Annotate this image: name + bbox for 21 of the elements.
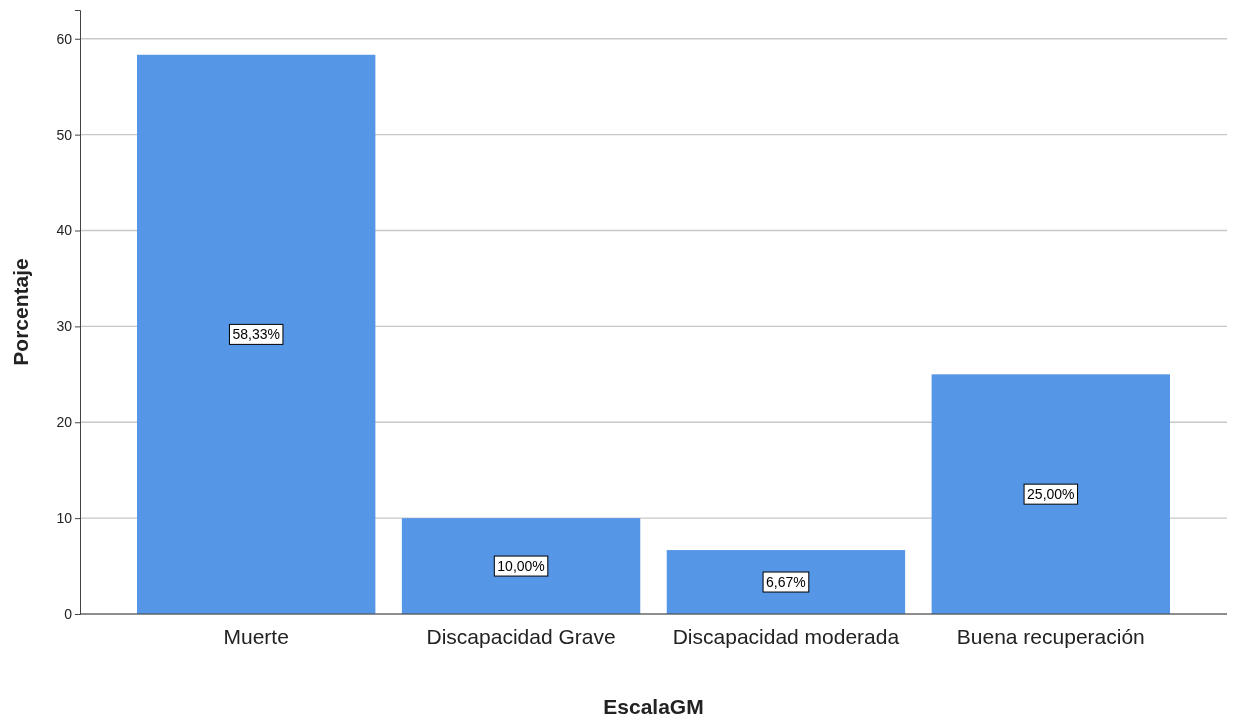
bar [931,374,1170,614]
y-tick-label: 20 [56,414,73,431]
data-label: 58,33% [232,326,280,343]
y-tick-label: 60 [56,30,73,47]
data-label: 25,00% [1027,486,1075,503]
x-tick-label: Muerte [223,625,289,648]
y-tick-label: 10 [56,510,73,527]
x-tick-label: Discapacidad moderada [672,625,900,648]
data-label: 6,67% [766,574,806,591]
x-axis-title: EscalaGM [603,695,704,718]
y-tick-label: 0 [64,605,73,622]
x-tick-label: Buena recuperación [956,625,1145,648]
bar [137,54,376,614]
y-tick-label: 30 [56,318,73,335]
data-label: 10,00% [497,558,545,575]
bar [401,518,641,614]
bar [666,550,906,614]
y-tick-label: 50 [56,126,73,143]
x-tick-label: Discapacidad Grave [426,625,616,648]
y-tick-label: 40 [56,222,73,239]
y-axis-title: Porcentaje [9,258,32,366]
